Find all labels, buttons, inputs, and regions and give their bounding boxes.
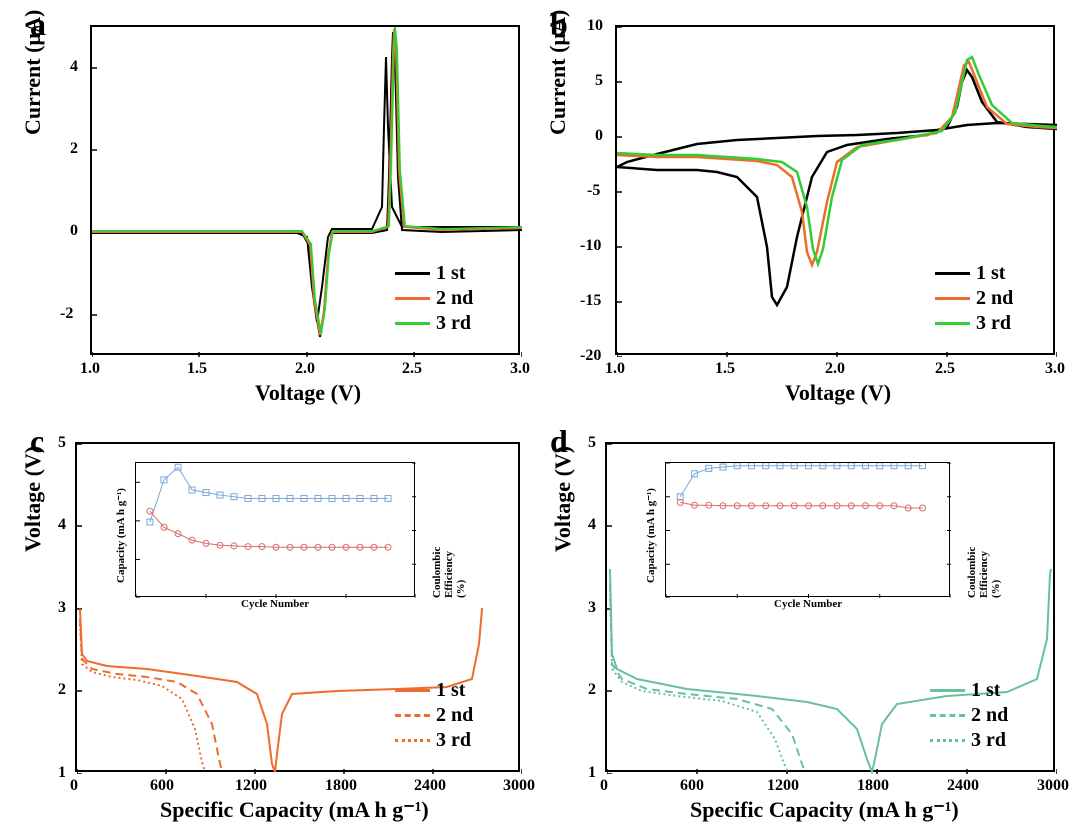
panel-b-ytick: -15	[580, 292, 601, 310]
legend-label: 3 rd	[436, 729, 471, 752]
panel-c-xtick: 1200	[235, 777, 267, 795]
panel-a-legend: 1 st 2 nd 3 rd	[395, 262, 473, 337]
legend-label: 2 nd	[971, 704, 1008, 727]
panel-b-ytick: 5	[595, 72, 603, 90]
legend-label: 1 st	[971, 679, 1000, 702]
panel-d-ytick: 3	[588, 599, 596, 617]
panel-c-ytick: 5	[58, 434, 66, 452]
panel-d-xtick: 600	[680, 777, 704, 795]
panel-c: c 051015200600120018004080120160 Cycle N…	[0, 417, 540, 833]
panel-a-xtick: 2.5	[402, 360, 422, 378]
legend-label: 1 st	[436, 262, 465, 285]
panel-d-ylabel: Voltage (V)	[550, 445, 576, 551]
panel-c-ytick: 2	[58, 681, 66, 699]
panel-b: b 1.0 1.5 2.0 2.5 3.0 -20 -15 -10 -5 0 5…	[540, 0, 1080, 417]
panel-a-ylabel: Current (µA)	[20, 10, 46, 135]
panel-b-ylabel: Current (µA)	[545, 10, 571, 135]
panel-a-xtick: 1.0	[80, 360, 100, 378]
panel-b-xtick: 1.0	[605, 360, 625, 378]
panel-a-xtick: 3.0	[510, 360, 530, 378]
panel-b-ytick: 10	[587, 17, 603, 35]
inset-ylabel-left: Capacity (mA h g⁻¹)	[644, 488, 657, 583]
panel-a-ytick: 0	[70, 222, 78, 240]
panel-b-xtick: 3.0	[1045, 360, 1065, 378]
panel-d-xtick: 1200	[767, 777, 799, 795]
panel-d-ytick: 4	[588, 516, 596, 534]
legend-label: 1 st	[436, 679, 465, 702]
panel-c-xlabel: Specific Capacity (mA h g⁻¹)	[160, 797, 429, 823]
panel-b-ytick: -10	[580, 237, 601, 255]
panel-c-ytick: 1	[58, 764, 66, 782]
panel-d-xtick: 0	[600, 777, 608, 795]
panel-b-xtick: 2.5	[935, 360, 955, 378]
panel-d-inset-svg: 051015200600120018002400255075100	[666, 463, 951, 598]
panel-a-ytick: -2	[60, 305, 73, 323]
legend-label: 3 rd	[976, 312, 1011, 335]
panel-c-legend: 1 st 2 nd 3 rd	[395, 679, 473, 754]
panel-c-ylabel: Voltage (V)	[20, 445, 46, 551]
legend-label: 1 st	[976, 262, 1005, 285]
chart-grid: a 1.0 1.5 2.0 2.5 3.0 -2 0 2 4 Voltage (…	[0, 0, 1080, 833]
panel-c-xtick: 600	[150, 777, 174, 795]
panel-d: d 051015200600120018002400255075100 Cycl…	[540, 417, 1080, 833]
panel-d-xlabel: Specific Capacity (mA h g⁻¹)	[690, 797, 959, 823]
panel-a-xtick: 1.5	[187, 360, 207, 378]
panel-c-ytick: 3	[58, 599, 66, 617]
inset-ylabel-left: Capacity (mA h g⁻¹)	[114, 488, 127, 583]
panel-d-ytick: 5	[588, 434, 596, 452]
panel-b-ytick: -20	[580, 347, 601, 365]
legend-label: 2 nd	[436, 704, 473, 727]
panel-b-xtick: 2.0	[825, 360, 845, 378]
panel-b-xtick: 1.5	[715, 360, 735, 378]
panel-c-xtick: 3000	[503, 777, 535, 795]
panel-d-legend: 1 st 2 nd 3 rd	[930, 679, 1008, 754]
legend-label: 3 rd	[436, 312, 471, 335]
legend-label: 2 nd	[976, 287, 1013, 310]
panel-b-ytick: -5	[587, 182, 600, 200]
inset-xlabel: Cycle Number	[774, 598, 842, 610]
inset-xlabel: Cycle Number	[241, 598, 309, 610]
panel-b-legend: 1 st 2 nd 3 rd	[935, 262, 1013, 337]
panel-c-xtick: 1800	[325, 777, 357, 795]
panel-c-ytick: 4	[58, 516, 66, 534]
panel-c-xtick: 0	[70, 777, 78, 795]
panel-a-ytick: 2	[70, 140, 78, 158]
panel-d-ytick: 1	[588, 764, 596, 782]
panel-c-inset-svg: 051015200600120018004080120160	[136, 463, 416, 598]
panel-d-xtick: 1800	[857, 777, 889, 795]
panel-d-ytick: 2	[588, 681, 596, 699]
panel-d-xtick: 2400	[947, 777, 979, 795]
panel-a: a 1.0 1.5 2.0 2.5 3.0 -2 0 2 4 Voltage (…	[0, 0, 540, 417]
inset-ylabel-right: Coulombic Efficiency (%)	[431, 546, 467, 597]
inset-ylabel-right: Coulombic Efficiency (%)	[966, 546, 1002, 597]
panel-c-xtick: 2400	[414, 777, 446, 795]
panel-c-inset: 051015200600120018004080120160 Cycle Num…	[135, 462, 415, 597]
panel-b-ytick: 0	[595, 127, 603, 145]
legend-label: 3 rd	[971, 729, 1006, 752]
panel-d-inset: 051015200600120018002400255075100 Cycle …	[665, 462, 950, 597]
panel-a-xtick: 2.0	[295, 360, 315, 378]
panel-b-xlabel: Voltage (V)	[785, 380, 891, 406]
legend-label: 2 nd	[436, 287, 473, 310]
panel-d-xtick: 3000	[1037, 777, 1069, 795]
panel-a-xlabel: Voltage (V)	[255, 380, 361, 406]
panel-a-ytick: 4	[70, 58, 78, 76]
